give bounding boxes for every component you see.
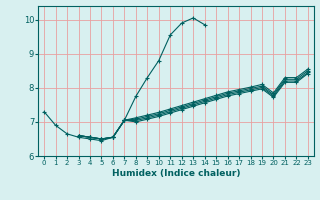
X-axis label: Humidex (Indice chaleur): Humidex (Indice chaleur) xyxy=(112,169,240,178)
